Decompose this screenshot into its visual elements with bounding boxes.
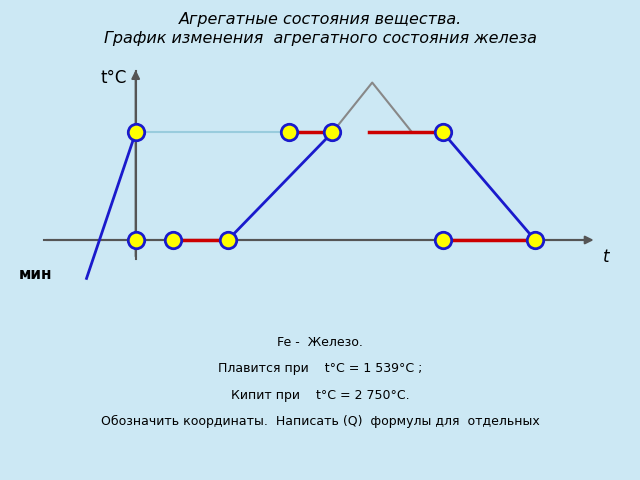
Point: [168, 236, 178, 244]
Text: Агрегатные состояния вещества.: Агрегатные состояния вещества.: [179, 12, 461, 27]
Point: [131, 236, 141, 244]
Point: [438, 129, 448, 136]
Point: [284, 129, 294, 136]
Point: [131, 129, 141, 136]
Text: Плавится при    t°С = 1 539°С ;: Плавится при t°С = 1 539°С ;: [218, 362, 422, 375]
Text: t: t: [603, 248, 609, 266]
Text: Кипит при    t°С = 2 750°С.: Кипит при t°С = 2 750°С.: [230, 389, 410, 402]
Text: Обозначить координаты.  Написать (Q)  формулы для  отдельных: Обозначить координаты. Написать (Q) форм…: [100, 415, 540, 428]
Text: Fe -  Железо.: Fe - Железо.: [277, 336, 363, 349]
Point: [530, 236, 540, 244]
Text: мин: мин: [19, 267, 52, 282]
Text: t°C: t°C: [100, 69, 127, 87]
Point: [223, 236, 233, 244]
Text: График изменения  агрегатного состояния железа: График изменения агрегатного состояния ж…: [104, 31, 536, 46]
Point: [438, 236, 448, 244]
Point: [327, 129, 337, 136]
